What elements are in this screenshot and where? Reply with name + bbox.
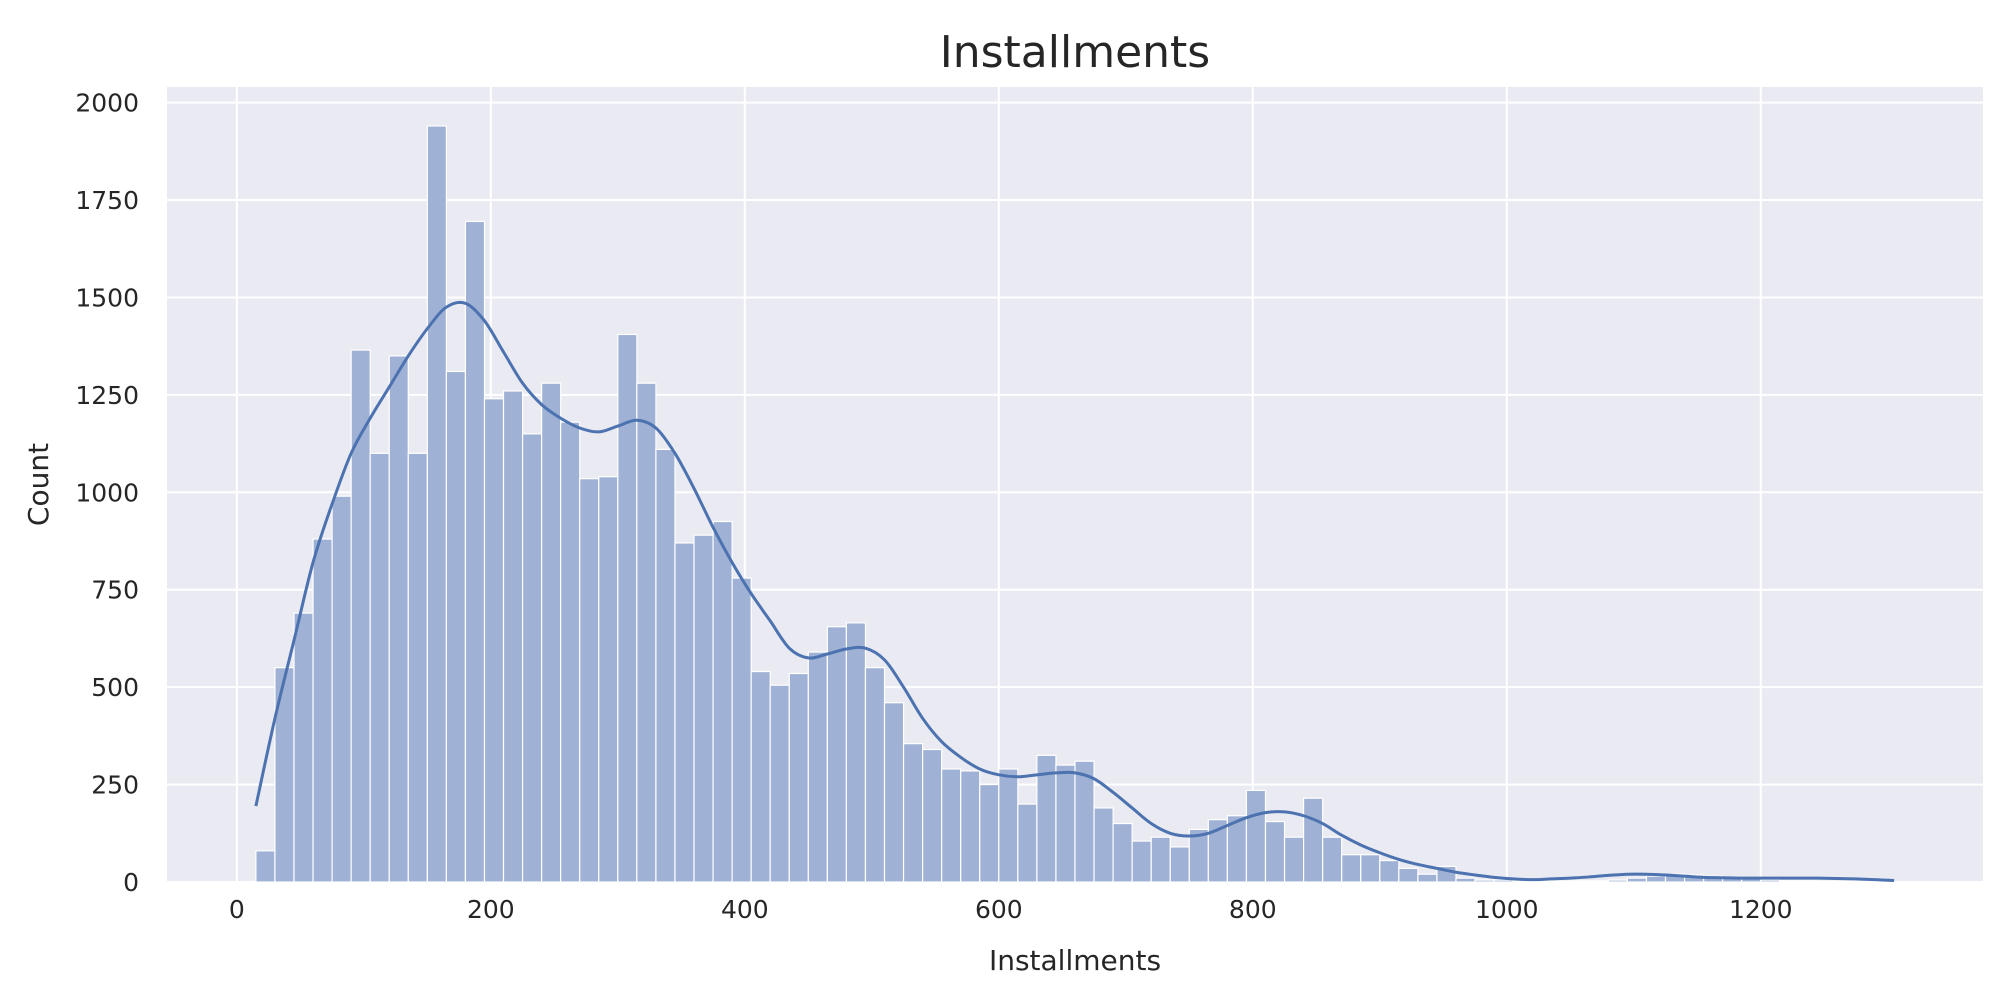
histogram-bar <box>256 851 275 882</box>
histogram-bar <box>637 383 656 882</box>
histogram-bar <box>732 578 751 882</box>
histogram-bar <box>1837 881 1856 882</box>
y-tick-label: 2000 <box>75 89 139 118</box>
histogram-bar <box>713 522 732 882</box>
x-tick-label: 0 <box>229 895 245 924</box>
x-tick-label: 200 <box>467 895 515 924</box>
histogram-bar <box>389 356 408 882</box>
histogram-bar <box>1285 837 1304 882</box>
histogram-bar <box>427 126 446 882</box>
histogram-bar <box>675 543 694 882</box>
histogram-bar <box>1018 804 1037 882</box>
histogram-bar <box>942 769 961 882</box>
histogram-bar <box>1170 847 1189 882</box>
histogram-bar <box>751 672 770 882</box>
histogram-bar <box>370 453 389 882</box>
histogram-bar <box>1342 855 1361 882</box>
histogram-bar <box>865 668 884 882</box>
histogram-bar <box>1494 880 1513 882</box>
histogram-bar <box>656 449 675 882</box>
histogram-bar <box>618 334 637 882</box>
histogram-bar <box>332 496 351 882</box>
histogram-bar <box>1456 878 1475 882</box>
histogram-bar <box>885 703 904 882</box>
histogram-bar <box>1418 874 1437 882</box>
histogram-bar <box>1627 878 1646 882</box>
x-tick-label: 1000 <box>1475 895 1539 924</box>
histogram-bar <box>1399 868 1418 882</box>
histogram-bar <box>1551 881 1570 882</box>
y-axis-label: Count <box>22 443 55 526</box>
x-tick-label: 400 <box>721 895 769 924</box>
histogram-bar <box>446 371 465 882</box>
y-axis-ticks: 0 250 500 750 1000 1250 1500 1750 2000 <box>75 89 139 897</box>
histogram-bar <box>1304 798 1323 882</box>
histogram-bar <box>294 613 313 882</box>
histogram-bar <box>408 453 427 882</box>
histogram-bar <box>580 479 599 882</box>
x-tick-label: 800 <box>1229 895 1277 924</box>
histogram-bar <box>1570 881 1589 882</box>
histogram-bar <box>961 771 980 882</box>
histogram-bar <box>484 399 503 882</box>
histogram-bar <box>1475 880 1494 882</box>
histogram-bar <box>1246 790 1265 882</box>
y-tick-label: 1500 <box>75 283 139 312</box>
histogram-bar <box>1608 880 1627 882</box>
x-tick-label: 600 <box>975 895 1023 924</box>
histogram-bar <box>904 744 923 882</box>
histogram-bar <box>1265 822 1284 882</box>
histogram-bar <box>599 477 618 882</box>
histogram-bar <box>542 383 561 882</box>
histogram-bar <box>1132 841 1151 882</box>
x-axis-ticks: 0 200 400 600 800 1000 1200 <box>229 895 1793 924</box>
histogram-bar <box>504 391 523 882</box>
y-tick-label: 250 <box>91 771 139 800</box>
histogram-bar <box>1361 855 1380 882</box>
histogram-bar <box>1075 761 1094 882</box>
histogram-bar <box>1323 837 1342 882</box>
histogram-bar <box>1799 881 1818 882</box>
histogram-bar <box>1646 876 1665 882</box>
y-tick-label: 500 <box>91 673 139 702</box>
histogram-bar <box>1780 881 1799 882</box>
histogram-bar <box>1589 881 1608 882</box>
histogram-bar <box>789 674 808 882</box>
y-tick-label: 1750 <box>75 186 139 215</box>
histogram-bar <box>561 422 580 882</box>
y-tick-label: 0 <box>123 868 139 897</box>
histogram-bar <box>694 535 713 882</box>
histogram-bar <box>827 627 846 882</box>
y-tick-label: 1000 <box>75 478 139 507</box>
histogram-bar <box>846 623 865 882</box>
histogram-bar <box>1151 837 1170 882</box>
histogram-bar <box>1113 824 1132 882</box>
histogram-bar <box>1380 861 1399 882</box>
y-tick-label: 1250 <box>75 381 139 410</box>
histogram-bar <box>1818 881 1837 882</box>
histogram-bar <box>770 685 789 882</box>
chart-title: Installments <box>940 27 1210 78</box>
x-tick-label: 1200 <box>1729 895 1793 924</box>
histogram-bar <box>808 652 827 882</box>
histogram-bar <box>1056 765 1075 882</box>
histogram-bar <box>465 221 484 882</box>
histogram-bar <box>313 539 332 882</box>
histogram-bar <box>523 434 542 882</box>
histogram-bar <box>980 785 999 882</box>
histogram-bar <box>1094 808 1113 882</box>
histogram-bar <box>923 750 942 883</box>
histogram-bar <box>1761 880 1780 882</box>
y-tick-label: 750 <box>91 576 139 605</box>
x-axis-label: Installments <box>989 944 1161 977</box>
histogram-bar <box>999 769 1018 882</box>
histogram-bar <box>351 350 370 882</box>
histogram-bar <box>1532 881 1551 882</box>
